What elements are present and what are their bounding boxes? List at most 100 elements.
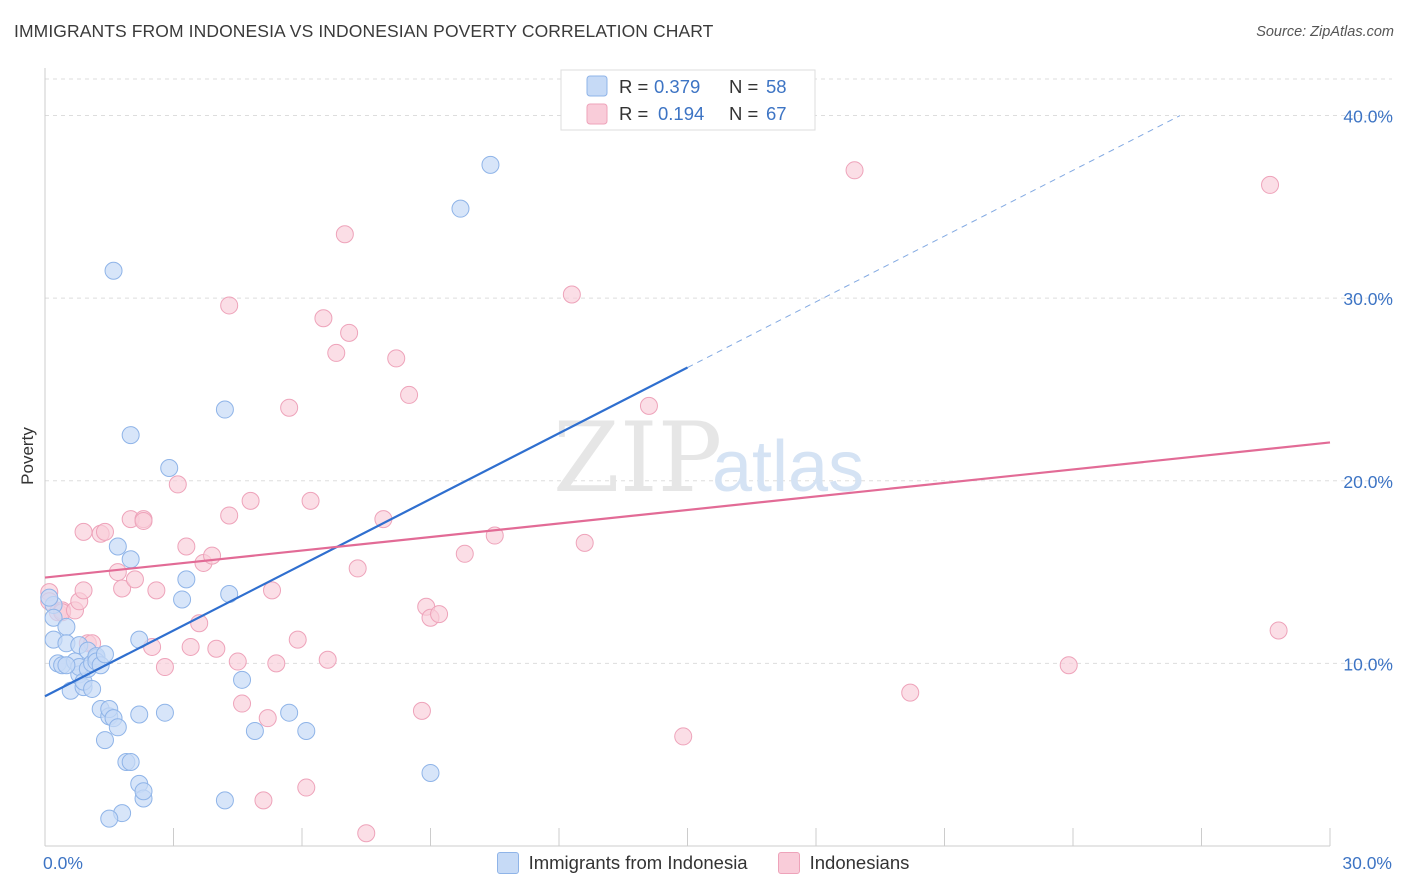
point-immigrants [104, 261, 123, 280]
point-immigrants [95, 645, 114, 664]
point-indonesians [335, 225, 354, 244]
point-indonesians [280, 398, 299, 417]
point-immigrants [280, 703, 299, 722]
point-indonesians [254, 791, 273, 810]
watermark-zip: ZIP [553, 402, 722, 514]
point-indonesians [177, 537, 196, 556]
point-indonesians [327, 343, 346, 362]
point-immigrants [297, 721, 316, 740]
point-indonesians [125, 570, 144, 589]
legend-blue-swatch [586, 75, 608, 97]
point-indonesians [108, 563, 127, 582]
legend-label-indonesians: Indonesians [809, 852, 910, 873]
trend-line-immigrants [44, 366, 689, 698]
point-immigrants [173, 590, 192, 609]
watermark: ZIP atlas [553, 402, 864, 514]
x-axis-ticks [44, 828, 1331, 846]
point-immigrants [108, 537, 127, 556]
point-indonesians [412, 701, 431, 720]
point-indonesians [113, 579, 132, 598]
point-indonesians [1059, 656, 1078, 675]
point-immigrants [481, 155, 500, 174]
point-indonesians [297, 778, 316, 797]
y-tick-label: 40.0% [1343, 107, 1393, 127]
point-indonesians [220, 506, 239, 525]
point-immigrants [121, 752, 140, 771]
point-indonesians [301, 491, 320, 510]
point-immigrants [215, 791, 234, 810]
point-indonesians [400, 385, 419, 404]
legend-blue-r-value: 0.379 [654, 76, 700, 97]
point-indonesians [430, 605, 449, 624]
point-immigrants [95, 731, 114, 750]
point-immigrants [177, 570, 196, 589]
point-immigrants [57, 656, 76, 675]
point-indonesians [455, 544, 474, 563]
point-indonesians [220, 296, 239, 315]
legend-blue-n-label: N = [729, 76, 758, 97]
point-indonesians [314, 309, 333, 328]
trend-line-indonesians [44, 441, 1331, 579]
legend-box: R = 0.379 N = 58 R = 0.194 N = 67 [560, 69, 816, 131]
point-indonesians [288, 630, 307, 649]
watermark-atlas: atlas [712, 427, 864, 507]
chart-title: IMMIGRANTS FROM INDONESIA VS INDONESIAN … [14, 21, 714, 41]
point-immigrants [451, 199, 470, 218]
point-immigrants [100, 809, 119, 828]
point-immigrants [421, 763, 440, 782]
x-tick-label-min: 0.0% [43, 853, 83, 873]
point-immigrants [160, 458, 179, 477]
point-indonesians [562, 285, 581, 304]
point-indonesians [181, 637, 200, 656]
point-immigrants [83, 679, 102, 698]
point-indonesians [348, 559, 367, 578]
point-immigrants [121, 550, 140, 569]
point-indonesians [575, 533, 594, 552]
point-indonesians [1269, 621, 1288, 640]
y-tick-label: 20.0% [1343, 472, 1393, 492]
legend-swatch-blue [496, 852, 519, 874]
x-tick-label-max: 30.0% [1342, 853, 1392, 873]
point-immigrants [44, 608, 63, 627]
legend-pink-r-label: R = [619, 103, 648, 124]
point-immigrants [245, 721, 264, 740]
point-indonesians [340, 323, 359, 342]
point-indonesians [74, 581, 93, 600]
point-indonesians [639, 396, 658, 415]
point-immigrants [134, 782, 153, 801]
point-indonesians [207, 639, 226, 658]
source-label: Source: ZipAtlas.com [1256, 24, 1394, 40]
point-indonesians [134, 511, 153, 530]
legend-label-immigrants: Immigrants from Indonesia [528, 852, 748, 873]
point-indonesians [168, 475, 187, 494]
point-indonesians [318, 650, 337, 669]
legend-pink-n-value: 67 [766, 103, 787, 124]
y-axis-tick-labels: 10.0% 20.0% 30.0% 40.0% [1343, 107, 1393, 675]
point-indonesians [228, 652, 247, 671]
y-tick-label: 30.0% [1343, 289, 1393, 309]
point-indonesians [357, 824, 376, 843]
point-indonesians [241, 491, 260, 510]
legend-pink-r-value: 0.194 [658, 103, 704, 124]
trend-lines [44, 115, 1331, 698]
legend-pink-n-label: N = [729, 103, 758, 124]
point-immigrants [130, 705, 149, 724]
legend-pink-swatch [586, 103, 608, 125]
point-immigrants [57, 617, 76, 636]
series-indonesians [40, 161, 1288, 843]
y-axis-title: Poverty [18, 427, 37, 485]
point-indonesians [901, 683, 920, 702]
point-immigrants [215, 400, 234, 419]
legend-swatch-pink [777, 852, 800, 874]
legend-blue-n-value: 58 [766, 76, 787, 97]
trend-line-immigrants-projection [687, 115, 1181, 368]
point-immigrants [108, 718, 127, 737]
point-indonesians [258, 709, 277, 728]
legend-item-immigrants[interactable]: Immigrants from Indonesia [496, 852, 748, 874]
legend-item-indonesians[interactable]: Indonesians [777, 852, 910, 874]
point-indonesians [845, 161, 864, 180]
point-immigrants [155, 703, 174, 722]
point-indonesians [1261, 175, 1280, 194]
series-immigrants-from-indonesia [40, 155, 500, 828]
